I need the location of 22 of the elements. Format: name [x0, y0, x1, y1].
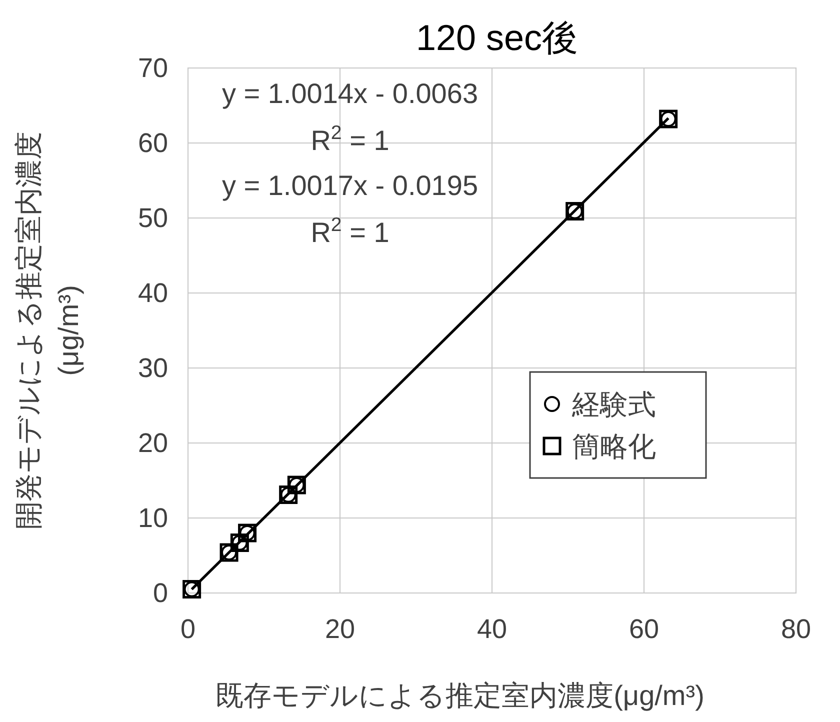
y-tick-label: 40: [138, 278, 168, 308]
x-axis-title: 既存モデルによる推定室内濃度(μg/m³): [216, 680, 704, 711]
legend-label: 経験式: [571, 389, 656, 420]
y-tick-label: 60: [138, 128, 168, 158]
annotation: y = 1.0017x - 0.0195: [222, 170, 478, 201]
y-tick-label: 0: [152, 578, 168, 608]
x-tick-label: 0: [180, 614, 196, 644]
x-tick-label: 80: [780, 614, 812, 644]
x-tick-label: 40: [476, 614, 508, 644]
y-tick-label: 50: [138, 203, 168, 233]
y-tick-label: 30: [138, 353, 168, 383]
x-tick-label: 20: [324, 614, 356, 644]
y-tick-label: 70: [138, 53, 168, 83]
annotation: R$^{2}$ = 1: [310, 214, 390, 248]
y-axis-title: 開発モデルによる推定室内濃度 (μg/m³): [13, 132, 84, 530]
chart-title: 120 sec後: [416, 17, 578, 58]
annotation: y = 1.0014x - 0.0063: [222, 78, 478, 109]
y-tick-label: 10: [138, 503, 168, 533]
legend-label: 簡略化: [572, 431, 656, 462]
y-tick-label: 20: [138, 428, 168, 458]
annotation: R$^{2}$ = 1: [310, 122, 390, 156]
x-tick-label: 60: [628, 614, 660, 644]
